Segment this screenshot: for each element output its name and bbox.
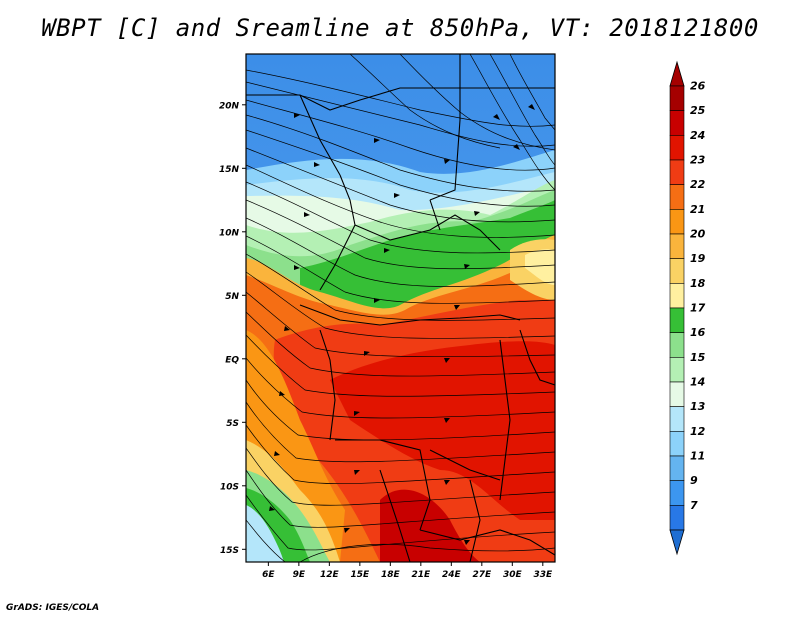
map-panel: 20N 15N 10N 5N EQ 5S 10S 15S 6E 9E 12E 15E 18E 21E 24… (219, 53, 706, 580)
colorbar-label: 15 (690, 351, 706, 364)
colorbar-label: 9 (690, 474, 698, 487)
colorbar-swatch (669, 332, 685, 358)
lat-tick-label: 10N (219, 228, 240, 238)
colorbar-swatch (669, 406, 685, 432)
lon-tick-label: 21E (411, 570, 431, 580)
lat-tick-label: 15N (219, 165, 240, 175)
lat-tick-label: 5S (226, 419, 239, 429)
colorbar-swatch (669, 431, 685, 457)
colorbar-swatch (669, 159, 685, 185)
map-frame (245, 53, 556, 563)
colorbar-label: 20 (690, 228, 706, 241)
map-title: WBPT [C] and Sreamline at 850hPa, VT: 20… (41, 14, 759, 42)
latitude-ticks: 20N 15N 10N 5N EQ 5S 10S 15S (219, 101, 246, 556)
colorbar-label: 14 (690, 376, 705, 389)
colorbar-swatch (669, 283, 685, 309)
colorbar-label: 7 (690, 499, 698, 512)
streamlines (246, 54, 555, 562)
lat-tick-label: 20N (219, 101, 240, 111)
lon-tick-label: 12E (320, 570, 340, 580)
streamline-arrows (269, 104, 535, 545)
lon-tick-label: 27E (472, 570, 492, 580)
colorbar-label: 11 (690, 450, 705, 463)
colorbar-label: 19 (690, 252, 706, 265)
colorbar-swatch (669, 233, 685, 259)
lon-tick-label: 6E (262, 570, 275, 580)
colorbar-label: 23 (690, 154, 706, 167)
colorbar-swatch (669, 307, 685, 333)
longitude-ticks: 6E 9E 12E 15E 18E 21E 24E 27E 30E 33E (262, 562, 553, 580)
colorbar-label: 18 (690, 277, 706, 290)
lon-tick-label: 9E (293, 570, 306, 580)
colorbar-swatch (669, 357, 685, 383)
colorbar-label: 16 (690, 326, 706, 339)
colorbar-swatch (669, 135, 685, 161)
lat-tick-label: 5N (225, 292, 239, 302)
colorbar-swatch (669, 258, 685, 284)
lon-tick-label: 24E (442, 570, 462, 580)
colorbar-label: 21 (690, 203, 705, 216)
lon-tick-label: 18E (381, 570, 401, 580)
colorbar-label: 26 (690, 80, 706, 93)
colorbar-swatch (669, 455, 685, 481)
lat-tick-label: 10S (220, 482, 239, 492)
colorbar-label: 25 (690, 104, 706, 117)
lon-tick-label: 15E (350, 570, 370, 580)
colorbar-swatch (669, 110, 685, 136)
colorbar-swatch (669, 381, 685, 407)
colorbar-label: 13 (690, 400, 706, 413)
colorbar-min-arrow (669, 529, 685, 556)
colorbar-swatch (669, 209, 685, 235)
lon-tick-label: 33E (533, 570, 553, 580)
colorbar-swatch (669, 85, 685, 111)
lon-tick-label: 30E (503, 570, 523, 580)
colorbar-swatch (669, 184, 685, 210)
colorbar-label: 12 (690, 425, 706, 438)
colorbar-swatch (669, 480, 685, 506)
colorbar-label: 17 (690, 302, 706, 315)
lat-tick-label: 15S (220, 546, 239, 556)
colorbar-max-arrow (669, 60, 685, 87)
colorbar-label: 22 (690, 178, 706, 191)
colorbar: 26 25 24 23 22 21 20 19 18 17 16 15 14 13 12 11 9 7 (669, 60, 706, 556)
lat-tick-label: EQ (225, 355, 239, 365)
colorbar-swatch (669, 505, 685, 531)
credit-label: GrADS: IGES/COLA (6, 603, 100, 613)
wbpt-field (246, 54, 555, 562)
colorbar-label: 24 (690, 129, 705, 142)
